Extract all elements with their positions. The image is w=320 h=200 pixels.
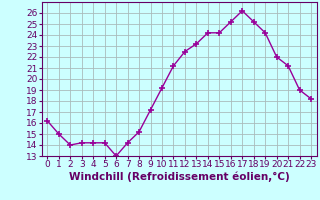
X-axis label: Windchill (Refroidissement éolien,°C): Windchill (Refroidissement éolien,°C) (69, 172, 290, 182)
